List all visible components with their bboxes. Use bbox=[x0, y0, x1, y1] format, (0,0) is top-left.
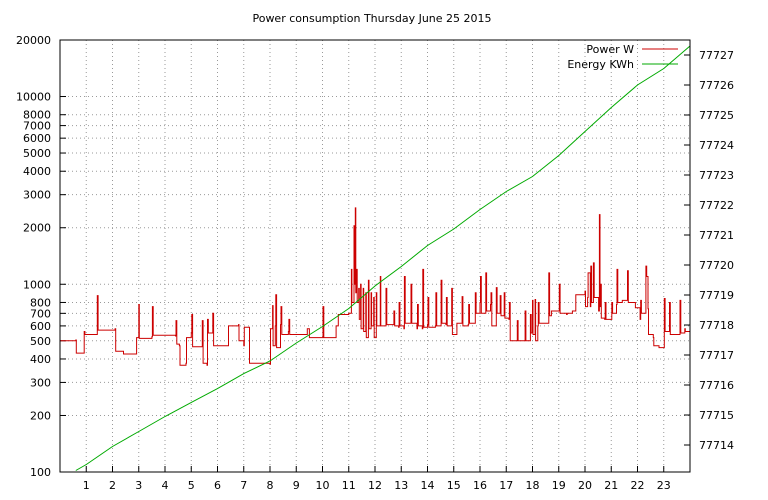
left-tick-label: 8000 bbox=[23, 109, 51, 122]
x-tick-label: 15 bbox=[447, 479, 461, 492]
left-tick-label: 5000 bbox=[23, 147, 51, 160]
energy-line bbox=[75, 45, 691, 471]
left-tick-label: 3000 bbox=[23, 189, 51, 202]
right-tick-label: 77719 bbox=[699, 289, 734, 302]
right-tick-label: 77722 bbox=[699, 199, 734, 212]
right-tick-label: 77724 bbox=[699, 139, 734, 152]
left-tick-label: 300 bbox=[30, 376, 51, 389]
right-tick-label: 77726 bbox=[699, 79, 734, 92]
x-tick-label: 7 bbox=[240, 479, 247, 492]
left-tick-label: 200 bbox=[30, 409, 51, 422]
left-tick-label: 6000 bbox=[23, 132, 51, 145]
x-tick-label: 8 bbox=[267, 479, 274, 492]
left-tick-label: 4000 bbox=[23, 165, 51, 178]
right-tick-label: 77714 bbox=[699, 439, 734, 452]
x-tick-label: 16 bbox=[473, 479, 487, 492]
legend-label: Power W bbox=[586, 43, 634, 56]
x-tick-label: 14 bbox=[421, 479, 435, 492]
right-tick-label: 77720 bbox=[699, 259, 734, 272]
left-tick-label: 10000 bbox=[16, 91, 51, 104]
legend: Power W Energy KWh bbox=[567, 43, 678, 71]
plot-border bbox=[59, 39, 691, 473]
series-layer bbox=[60, 45, 691, 471]
power-line bbox=[60, 207, 691, 366]
x-tick-label: 21 bbox=[604, 479, 618, 492]
right-tick-label: 77717 bbox=[699, 349, 734, 362]
left-tick-label: 20000 bbox=[16, 34, 51, 47]
grid-lines bbox=[60, 40, 690, 472]
left-tick-label: 600 bbox=[30, 320, 51, 333]
x-tick-label: 19 bbox=[552, 479, 566, 492]
x-tick-label: 12 bbox=[368, 479, 382, 492]
x-tick-label: 3 bbox=[135, 479, 142, 492]
x-tick-label: 9 bbox=[293, 479, 300, 492]
right-tick-label: 77716 bbox=[699, 379, 734, 392]
left-tick-label: 1000 bbox=[23, 278, 51, 291]
x-tick-label: 4 bbox=[162, 479, 169, 492]
x-axis: 1 2 3 4 5 6 7 8 9 10 11 12 13 14 15 16 17 18 19 20 21 22 23 bbox=[83, 466, 671, 492]
x-tick-label: 23 bbox=[657, 479, 671, 492]
x-tick-label: 22 bbox=[631, 479, 645, 492]
right-tick-label: 77723 bbox=[699, 169, 734, 182]
x-tick-label: 17 bbox=[499, 479, 513, 492]
left-tick-label: 500 bbox=[30, 335, 51, 348]
left-tick-label: 400 bbox=[30, 353, 51, 366]
x-tick-label: 10 bbox=[316, 479, 330, 492]
right-axis: 77714 77715 77716 77717 77718 77719 77720 77721… bbox=[684, 49, 734, 452]
x-tick-label: 1 bbox=[83, 479, 90, 492]
right-tick-label: 77718 bbox=[699, 319, 734, 332]
x-tick-label: 13 bbox=[394, 479, 408, 492]
left-tick-label: 700 bbox=[30, 307, 51, 320]
right-tick-label: 77715 bbox=[699, 409, 734, 422]
left-tick-label: 100 bbox=[30, 466, 51, 479]
right-tick-label: 77721 bbox=[699, 229, 734, 242]
left-tick-label: 2000 bbox=[23, 222, 51, 235]
legend-label: Energy KWh bbox=[567, 58, 634, 71]
left-tick-label: 800 bbox=[30, 296, 51, 309]
x-tick-label: 2 bbox=[109, 479, 116, 492]
right-tick-label: 77727 bbox=[699, 49, 734, 62]
x-tick-label: 20 bbox=[578, 479, 592, 492]
left-tick-label: 7000 bbox=[23, 120, 51, 133]
x-tick-label: 5 bbox=[188, 479, 195, 492]
right-tick-label: 77725 bbox=[699, 109, 734, 122]
x-tick-label: 11 bbox=[342, 479, 356, 492]
x-tick-label: 18 bbox=[526, 479, 540, 492]
x-tick-label: 6 bbox=[214, 479, 221, 492]
chart-title: Power consumption Thursday June 25 2015 bbox=[252, 12, 491, 25]
